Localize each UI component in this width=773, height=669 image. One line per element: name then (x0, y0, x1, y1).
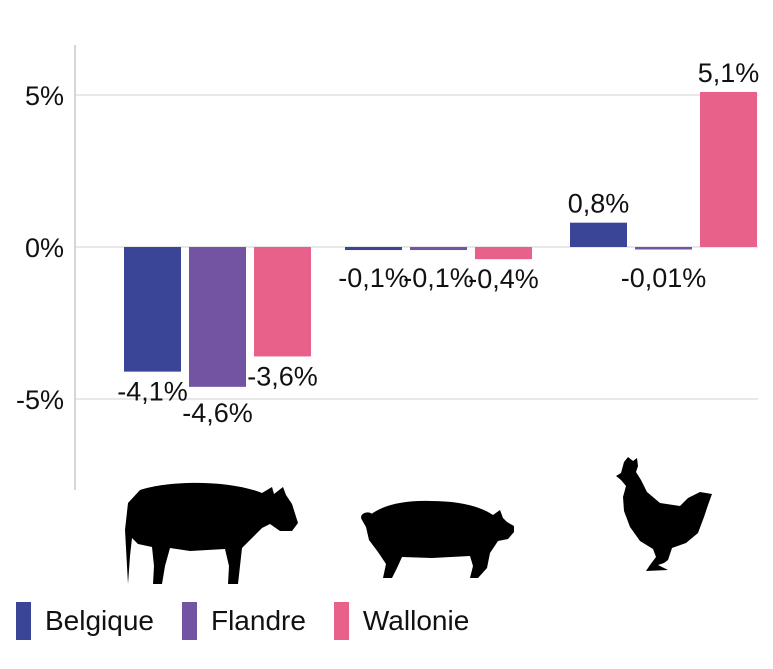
legend-label-belgique: Belgique (45, 605, 154, 636)
data-label: -0,1% (403, 263, 474, 293)
data-label: -0,4% (468, 264, 539, 294)
data-label: -4,6% (182, 398, 253, 428)
bar-wallonie-0 (254, 247, 311, 357)
legend: Belgique Flandre Wallonie (16, 602, 497, 640)
bar-belgique-1 (345, 247, 402, 251)
bar-belgique-0 (124, 247, 181, 372)
legend-item-belgique: Belgique (16, 602, 154, 640)
data-label: 0,8% (568, 189, 630, 219)
bar-belgique-2 (570, 222, 627, 247)
bars (124, 91, 757, 387)
bar-chart: 5% 0% -5% -4,1% -0,1% 0,8% -4,6% -0,1% -0,01% -3… (16, 45, 759, 584)
legend-swatch-flandre (181, 602, 197, 640)
legend-label-wallonie: Wallonie (362, 605, 470, 636)
bar-flandre-1 (410, 247, 467, 251)
bar-flandre-2 (635, 247, 692, 250)
data-label: -3,6% (247, 361, 318, 391)
legend-swatch-belgique (16, 602, 31, 640)
pig-icon (361, 500, 514, 578)
chicken-icon (616, 457, 712, 571)
data-labels: -4,1% -0,1% 0,8% -4,6% -0,1% -0,01% -3,6% -0,4%… (117, 58, 759, 428)
bar-wallonie-1 (475, 247, 532, 260)
y-tick-label: 5% (25, 81, 64, 111)
legend-item-flandre: Flandre (181, 602, 306, 640)
bar-wallonie-2 (700, 91, 757, 248)
data-label: 5,1% (698, 58, 760, 88)
y-tick-label: 0% (25, 233, 64, 263)
cow-icon (125, 482, 298, 584)
legend-item-wallonie: Wallonie (333, 602, 470, 640)
data-label: -0,1% (338, 263, 409, 293)
y-tick-label: -5% (16, 385, 64, 415)
y-tick-labels: 5% 0% -5% (16, 81, 64, 415)
data-label: -0,01% (621, 263, 707, 293)
legend-label-flandre: Flandre (210, 605, 306, 636)
legend-swatch-wallonie (333, 602, 349, 640)
bar-flandre-0 (189, 247, 246, 387)
data-label: -4,1% (117, 377, 188, 407)
